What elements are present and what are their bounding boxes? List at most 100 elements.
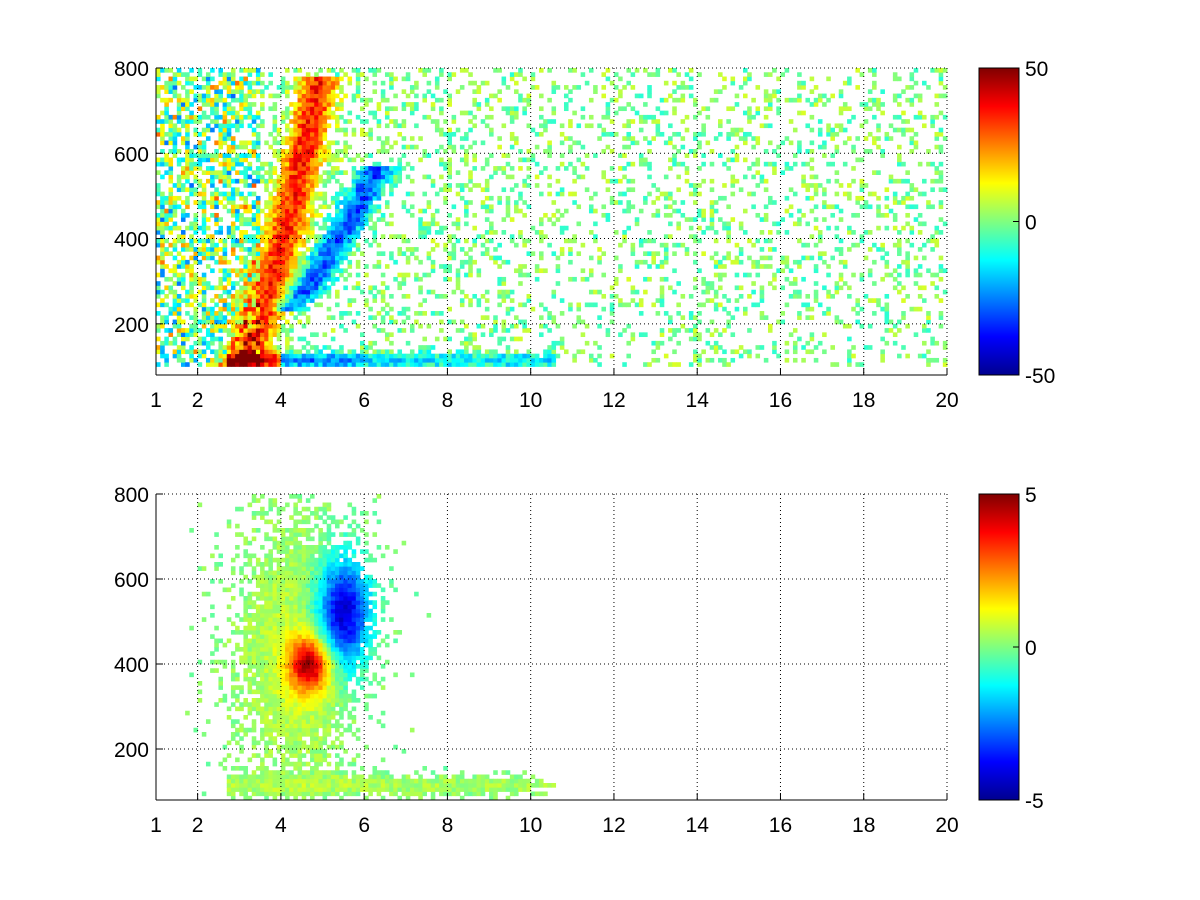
heatmap-cell [335, 302, 340, 308]
heatmap-cell [168, 97, 174, 103]
heatmap-cell [847, 353, 852, 359]
heatmap-cell [247, 306, 253, 312]
heatmap-cell [713, 200, 719, 205]
heatmap-cell [164, 131, 169, 137]
heatmap-cell [938, 72, 944, 77]
heatmap-cell [285, 127, 290, 133]
x-tick-label: 4 [275, 389, 287, 412]
heatmap-cell [214, 170, 219, 175]
heatmap-cell [276, 217, 282, 222]
heatmap-cell [293, 127, 298, 133]
heatmap-cell [534, 268, 540, 274]
heatmap-cell [276, 302, 282, 308]
heatmap-cell [917, 230, 923, 235]
heatmap-cell [164, 106, 169, 112]
heatmap-cell [193, 332, 199, 338]
heatmap-cell [314, 149, 319, 154]
heatmap-cell [226, 604, 232, 610]
heatmap-cell [384, 166, 390, 171]
heatmap-cell [809, 336, 815, 342]
heatmap-cell [876, 212, 881, 218]
heatmap-cell [172, 123, 178, 129]
heatmap-cell [505, 328, 511, 333]
heatmap-cell [376, 174, 382, 180]
heatmap-cell [293, 149, 298, 154]
heatmap-cell [559, 336, 565, 342]
heatmap-cell [718, 153, 723, 158]
heatmap-cell [264, 357, 269, 363]
heatmap-cell [580, 174, 586, 180]
heatmap-cell [389, 340, 394, 346]
heatmap-cell [472, 362, 477, 367]
heatmap-cell [205, 85, 211, 90]
heatmap-cell [539, 230, 544, 235]
heatmap-cell [518, 353, 523, 359]
heatmap-cell [830, 153, 835, 158]
heatmap-cell [618, 76, 623, 82]
heatmap-cell [335, 72, 340, 77]
heatmap-cell [401, 204, 407, 210]
heatmap-cell [280, 268, 286, 274]
heatmap-cell [389, 187, 394, 193]
heatmap-cell [276, 191, 282, 197]
heatmap-cell [743, 306, 748, 312]
heatmap-cell [185, 212, 190, 218]
heatmap-cell [909, 187, 915, 193]
heatmap-cell [276, 285, 282, 291]
heatmap-cell [164, 89, 169, 94]
heatmap-cell [439, 174, 444, 180]
heatmap-cell [214, 187, 219, 193]
heatmap-cell [247, 302, 253, 308]
heatmap-cell [930, 247, 935, 252]
heatmap-cell [339, 225, 344, 231]
heatmap-cell [335, 217, 340, 222]
heatmap-cell [584, 340, 590, 346]
heatmap-cell [743, 136, 748, 141]
heatmap-cell [909, 306, 915, 312]
heatmap-cell [301, 195, 307, 201]
heatmap-cell [222, 131, 228, 137]
heatmap-cell [293, 131, 298, 137]
heatmap-cell [826, 225, 831, 231]
heatmap-cell [347, 157, 353, 163]
heatmap-cell [618, 264, 623, 269]
heatmap-cell [693, 332, 698, 338]
heatmap-cell [297, 97, 303, 103]
heatmap-cell [355, 80, 361, 86]
heatmap-cell [280, 166, 286, 171]
heatmap-cell [817, 119, 823, 124]
heatmap-cell [659, 340, 665, 346]
heatmap-cell [343, 247, 348, 252]
heatmap-cell [880, 242, 885, 248]
heatmap-cell [622, 85, 627, 90]
heatmap-cell [218, 698, 224, 703]
heatmap-cell [867, 131, 873, 137]
heatmap-cell [380, 183, 386, 188]
heatmap-cell [185, 170, 190, 175]
heatmap-cell [389, 234, 394, 239]
heatmap-cell [380, 306, 386, 312]
heatmap-cell [668, 140, 673, 146]
heatmap-cell [468, 362, 473, 367]
heatmap-cell [518, 272, 523, 278]
heatmap-cell [268, 178, 273, 184]
heatmap-cell [185, 200, 190, 205]
heatmap-cell [293, 230, 298, 235]
heatmap-cell [230, 353, 236, 359]
heatmap-cell [185, 259, 190, 265]
heatmap-cell [505, 110, 511, 116]
heatmap-cell [218, 315, 224, 320]
heatmap-cell [276, 328, 282, 333]
heatmap-cell [559, 140, 565, 146]
heatmap-cell [713, 345, 719, 350]
heatmap-cell [697, 212, 702, 218]
heatmap-cell [156, 68, 161, 73]
heatmap-cell [630, 136, 636, 141]
heatmap-cell [359, 225, 365, 231]
heatmap-cell [755, 212, 761, 218]
heatmap-cell [684, 72, 690, 77]
heatmap-cell [247, 276, 253, 282]
heatmap-cell [364, 174, 369, 180]
heatmap-cell [472, 293, 477, 299]
heatmap-cell [368, 183, 373, 188]
